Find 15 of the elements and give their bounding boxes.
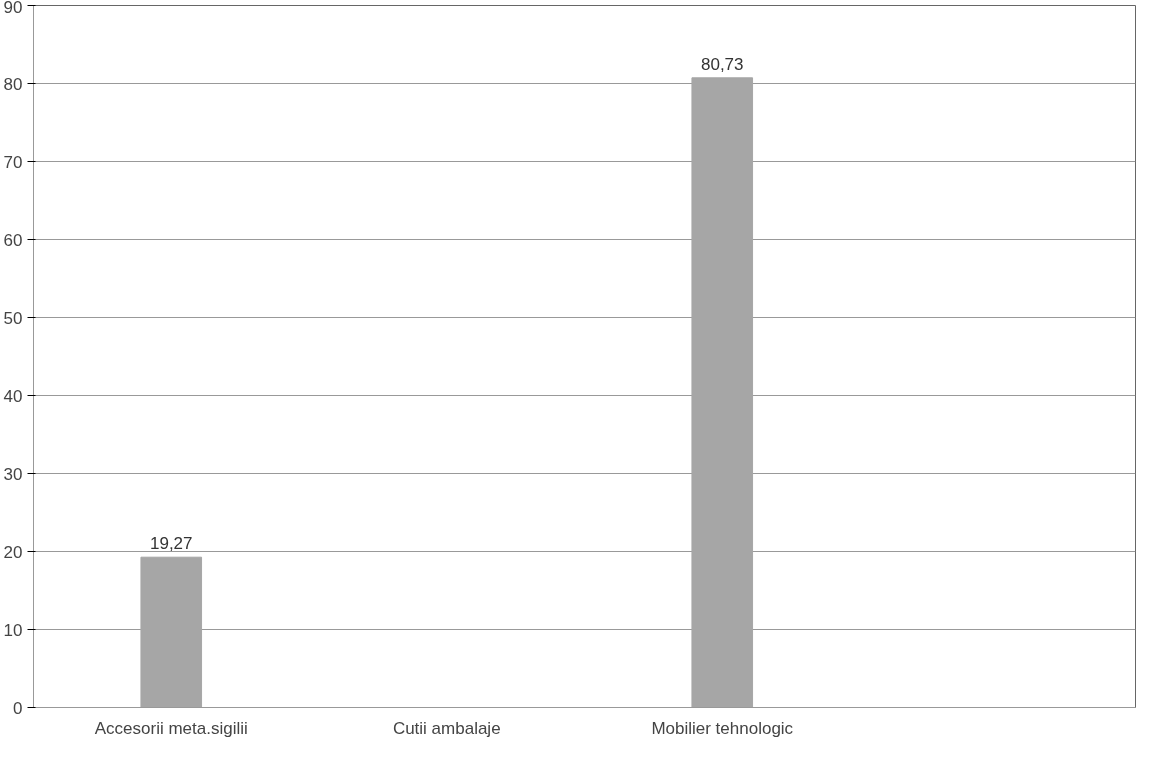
y-tick-label: 20 — [3, 542, 23, 562]
y-tick-label: 50 — [3, 308, 23, 328]
y-tick-label: 30 — [3, 464, 23, 484]
x-tick-label: Cutii ambalaje — [392, 718, 501, 738]
data-label: 80,73 — [700, 54, 744, 74]
x-tick-label: Accesorii meta.sigilii — [94, 718, 248, 738]
y-tick-label: 40 — [3, 386, 23, 406]
y-tick-label: 70 — [3, 152, 23, 172]
y-tick-label: 90 — [3, 0, 23, 17]
data-label: 19,27 — [149, 534, 193, 554]
y-tick-label: 80 — [3, 74, 23, 94]
x-tick-label: Mobilier tehnologic — [651, 718, 794, 738]
y-tick-label: 0 — [13, 698, 23, 718]
y-tick-label: 60 — [3, 230, 23, 250]
y-tick-label: 10 — [3, 620, 23, 640]
